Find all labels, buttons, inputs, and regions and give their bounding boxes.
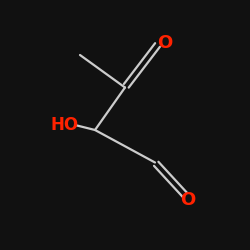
- Text: O: O: [180, 191, 195, 209]
- Text: HO: HO: [51, 116, 79, 134]
- Text: O: O: [158, 34, 172, 52]
